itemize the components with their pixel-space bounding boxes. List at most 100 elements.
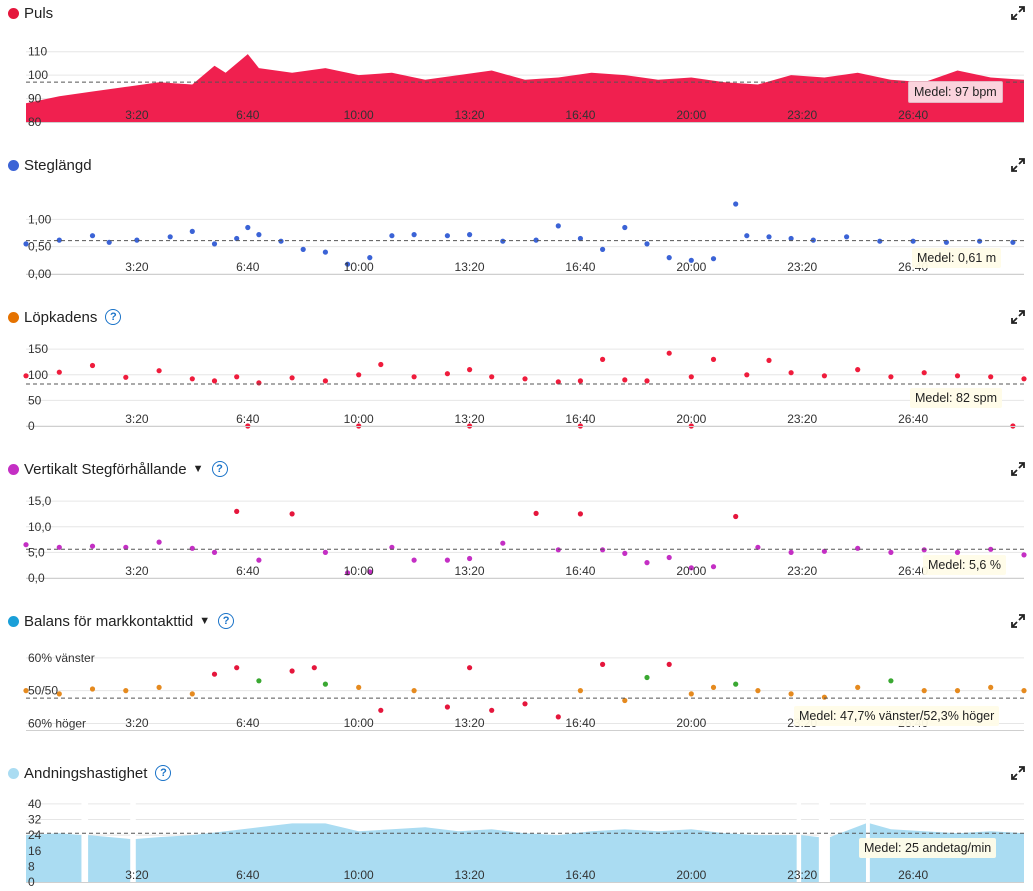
data-point (855, 684, 861, 690)
y-tick-label: 110 (28, 45, 47, 59)
data-point (821, 548, 828, 554)
data-point (954, 373, 961, 379)
data-gap (865, 790, 870, 882)
x-tick-label: 26:40 (898, 564, 928, 578)
data-point (411, 232, 417, 238)
x-tick-label: 10:00 (344, 716, 374, 730)
x-tick-label: 20:00 (676, 716, 706, 730)
data-point (256, 557, 262, 563)
chart-title: Vertikalt Stegförhållande (24, 460, 187, 478)
data-point (278, 238, 284, 244)
data-point (1021, 688, 1027, 694)
expand-icon[interactable] (1011, 6, 1025, 20)
data-point (877, 238, 883, 244)
x-tick-label: 6:40 (236, 716, 260, 730)
data-point (533, 237, 539, 243)
data-point (577, 511, 584, 517)
data-point (622, 697, 628, 704)
help-icon[interactable]: ? (105, 309, 122, 325)
x-tick-label: 3:20 (125, 412, 149, 426)
y-tick-label: 1,00 (28, 212, 52, 226)
data-point (577, 235, 584, 242)
x-tick-label: 3:20 (125, 564, 149, 578)
expand-icon[interactable] (1011, 462, 1025, 476)
data-point (988, 684, 994, 690)
chart-header: Balans för markkontakttid ▼ ? (8, 611, 235, 631)
data-point (211, 241, 218, 247)
data-point (289, 668, 295, 674)
y-tick-label: 5,0 (28, 545, 45, 559)
data-point (211, 378, 218, 384)
chart-panel-puls: Puls 110 100 90 80 3:20 6:40 10:00 13:20 16:40 20… (0, 0, 1033, 152)
x-tick-label: 10:00 (344, 868, 374, 882)
series-area (26, 54, 1024, 122)
data-point (688, 565, 694, 571)
data-point (788, 235, 794, 242)
data-gap (796, 790, 802, 882)
expand-icon[interactable] (1011, 158, 1025, 172)
chart-title: Löpkadens (24, 308, 98, 326)
chart-title: Puls (24, 4, 54, 22)
data-point (467, 367, 473, 373)
caret-down-icon[interactable]: ▼ (199, 615, 211, 627)
y-tick-label: 24 (28, 828, 42, 842)
help-icon[interactable]: ? (155, 765, 172, 781)
chart-panel-vertikalt-stegforhallande: Vertikalt Stegförhållande ▼ ? 15,0 10,0 5,… (0, 456, 1033, 608)
data-point (256, 232, 262, 238)
data-point (378, 361, 384, 368)
data-point (389, 233, 395, 239)
data-point (411, 688, 417, 694)
data-point (189, 545, 195, 551)
average-label: Medel: 25 andetag/min (859, 838, 997, 858)
x-tick-label: 26:40 (898, 108, 928, 122)
data-point (688, 257, 694, 263)
series-color-dot (8, 767, 19, 779)
data-point (744, 372, 750, 378)
x-tick-label: 23:20 (787, 564, 817, 578)
data-point (766, 234, 772, 240)
x-tick-label: 3:20 (125, 868, 149, 882)
x-tick-label: 10:00 (344, 412, 374, 426)
data-point (189, 376, 195, 382)
data-point (921, 547, 927, 553)
data-point (23, 688, 29, 694)
data-point (622, 224, 628, 231)
data-point (189, 691, 195, 697)
data-point (56, 691, 62, 697)
data-point (500, 540, 506, 546)
chart-plot: 150 100 50 0 3:20 6:40 10:00 13:20 16:40 20:00 23:… (23, 342, 1027, 433)
data-point (56, 369, 62, 375)
expand-icon[interactable] (1011, 614, 1025, 628)
x-tick-label: 3:20 (125, 716, 149, 730)
x-tick-label: 16:40 (565, 108, 595, 122)
caret-down-icon[interactable]: ▼ (192, 463, 204, 475)
data-point (888, 549, 894, 555)
expand-icon[interactable] (1011, 766, 1025, 780)
data-point (555, 714, 561, 720)
data-point (378, 707, 384, 713)
data-point (56, 544, 62, 550)
data-point (89, 362, 96, 369)
y-tick-label: 10,0 (28, 520, 52, 534)
data-point (577, 688, 584, 694)
data-point (1021, 376, 1027, 382)
chart-header: Puls (8, 3, 53, 23)
expand-icon[interactable] (1011, 310, 1025, 324)
data-point (666, 661, 672, 667)
x-tick-label: 20:00 (676, 108, 706, 122)
data-point (710, 356, 717, 362)
y-tick-label: 80 (28, 115, 42, 129)
x-tick-label: 16:40 (565, 412, 595, 426)
help-icon[interactable]: ? (218, 613, 235, 629)
data-point (123, 688, 129, 694)
y-tick-label: 16 (28, 844, 42, 858)
data-point (788, 370, 794, 376)
data-point (256, 380, 262, 386)
help-icon[interactable]: ? (211, 461, 228, 477)
x-tick-label: 20:00 (676, 260, 706, 274)
data-point (56, 237, 62, 243)
x-tick-label: 13:20 (455, 412, 485, 426)
x-tick-label: 6:40 (236, 412, 260, 426)
series-color-dot (8, 7, 19, 19)
